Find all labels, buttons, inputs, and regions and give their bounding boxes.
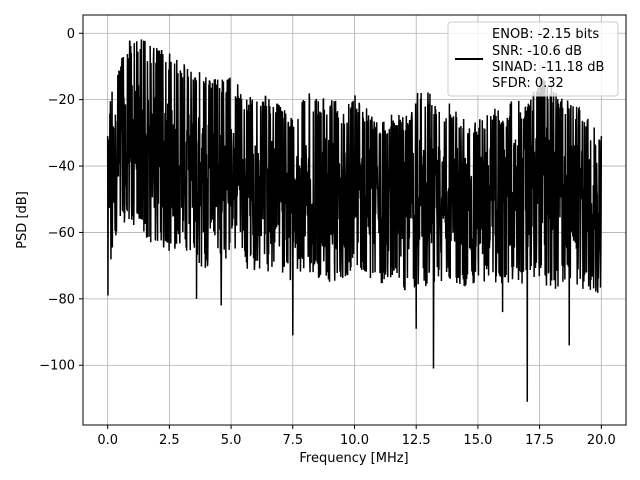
- y-tick-label: −40: [48, 160, 75, 175]
- x-tick-label: 2.5: [159, 433, 180, 448]
- y-tick-label: −60: [48, 226, 75, 241]
- x-tick-label: 12.5: [402, 433, 431, 448]
- x-tick-label: 10.0: [340, 433, 369, 448]
- x-axis-title: Frequency [MHz]: [299, 451, 408, 466]
- y-axis-title: PSD [dB]: [15, 191, 30, 249]
- legend-box: [447, 21, 619, 97]
- y-tick-label: 0: [67, 27, 75, 42]
- y-tick-label: −80: [48, 292, 75, 307]
- y-axis: 0 −20 −40 −60 −80 −100: [39, 27, 83, 374]
- x-tick-label: 15.0: [463, 433, 492, 448]
- legend-entry-enob: ENOB: -2.15 bits: [492, 27, 599, 42]
- x-tick-label: 0.0: [97, 433, 118, 448]
- psd-series-line: [106, 39, 603, 402]
- x-tick-label: 7.5: [282, 433, 303, 448]
- plot-area: [106, 39, 603, 402]
- legend-entry-snr: SNR: -10.6 dB: [492, 44, 582, 59]
- x-axis: 0.0 2.5 5.0 7.5 10.0 12.5 15.0 17.5 20.0: [97, 425, 616, 448]
- x-tick-label: 20.0: [587, 433, 616, 448]
- legend-entry-sfdr: SFDR: 0.32: [492, 76, 564, 91]
- x-tick-label: 17.5: [525, 433, 554, 448]
- x-tick-label: 5.0: [221, 433, 242, 448]
- y-tick-label: −100: [39, 359, 75, 374]
- legend-entry-sinad: SINAD: -11.18 dB: [492, 60, 604, 75]
- y-tick-label: −20: [48, 93, 75, 108]
- legend: ENOB: -2.15 bits SNR: -10.6 dB SINAD: -1…: [447, 21, 619, 97]
